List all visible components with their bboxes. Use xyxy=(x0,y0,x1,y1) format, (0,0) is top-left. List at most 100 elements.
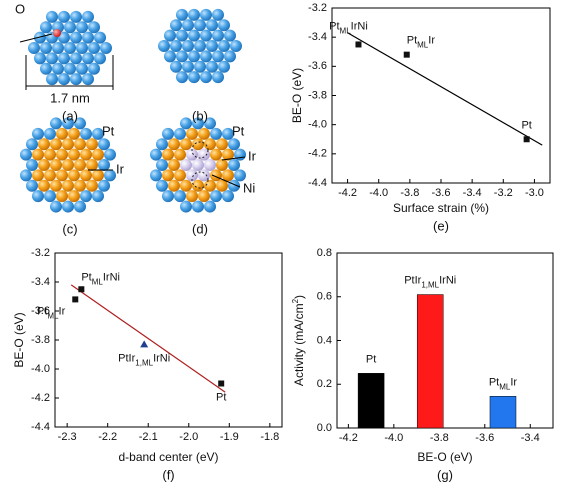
atom xyxy=(80,190,92,203)
atom xyxy=(170,40,182,52)
atom xyxy=(222,169,234,182)
atom xyxy=(32,190,44,203)
atom xyxy=(70,10,82,23)
label-part: Ir xyxy=(59,305,66,317)
atom xyxy=(210,190,222,203)
label: PtMLIr xyxy=(407,35,436,50)
atom xyxy=(104,169,116,182)
atom xyxy=(210,148,222,161)
label: PtMLIrNi xyxy=(329,20,368,35)
x-tick-label: -3.4 xyxy=(521,432,540,444)
x-tick-label: -2.2 xyxy=(98,431,117,443)
atom xyxy=(194,60,206,73)
atom xyxy=(68,148,80,161)
atom xyxy=(76,21,88,34)
atom xyxy=(20,169,32,182)
atom xyxy=(212,29,224,42)
atom xyxy=(20,148,32,161)
atom xyxy=(44,190,56,203)
dashed-ring xyxy=(191,141,209,159)
atom xyxy=(204,138,216,151)
label: PtIr1,MLIrNi xyxy=(404,274,456,289)
atom xyxy=(192,138,204,151)
label: BE-O (eV) xyxy=(12,312,26,367)
atom xyxy=(204,159,216,171)
label-part: ML xyxy=(499,382,511,391)
label-part: Ir xyxy=(428,35,435,47)
atom xyxy=(74,200,86,213)
label: BE-O (eV) xyxy=(290,68,304,123)
atom xyxy=(222,127,234,140)
atom xyxy=(68,127,80,140)
label-part: ML xyxy=(92,277,104,286)
atom xyxy=(80,169,92,182)
x-tick-label: -3.6 xyxy=(475,432,494,444)
atom xyxy=(212,8,224,21)
atom xyxy=(200,29,212,42)
label-part: ML xyxy=(340,26,352,35)
atom xyxy=(94,31,106,44)
atom xyxy=(70,73,82,86)
x-tick-label: -3.0 xyxy=(525,187,544,199)
label-part: ) xyxy=(292,295,306,299)
label-part: BE-O (eV) xyxy=(12,312,26,367)
atom xyxy=(180,159,192,171)
charts: -4.2 -4.0 -3.8 -3.6 -3.4 -3.2 -3.0 -4.4 -4.2 -4.0… xyxy=(12,2,554,482)
panel-label: (f) xyxy=(162,467,174,482)
atom xyxy=(176,29,188,42)
atom xyxy=(58,52,70,65)
atom xyxy=(176,8,188,21)
atom xyxy=(38,179,50,192)
label-part: Pt xyxy=(407,35,417,47)
label-part: Pt xyxy=(366,353,376,365)
atom xyxy=(88,21,100,34)
atom xyxy=(32,148,44,161)
y-tick-label: -3.2 xyxy=(31,247,50,259)
annotation: Pt xyxy=(232,123,245,138)
point xyxy=(78,286,85,293)
atom xyxy=(222,148,234,161)
atom xyxy=(222,190,234,203)
y-tick-label: -4.0 xyxy=(31,363,50,375)
nanoparticles xyxy=(20,8,246,213)
y-tick-label: 0.2 xyxy=(317,378,332,390)
x-tick-label: -2.1 xyxy=(139,431,158,443)
label-part: IrNi xyxy=(103,271,120,283)
atom xyxy=(188,8,200,21)
atom xyxy=(234,169,246,182)
x-axis-title: BE-O (eV) xyxy=(417,450,472,464)
atom xyxy=(198,169,210,182)
atom xyxy=(98,179,110,192)
atom xyxy=(34,31,46,44)
atom xyxy=(52,42,64,54)
atom xyxy=(62,200,74,213)
atom xyxy=(204,179,216,192)
y-tick-label: -3.6 xyxy=(308,60,327,72)
atom xyxy=(206,60,218,73)
x-tick-label: -2.0 xyxy=(179,431,198,443)
y-tick-label: 0.6 xyxy=(317,291,332,303)
x-tick-label: -3.8 xyxy=(400,187,419,199)
atom xyxy=(180,138,192,151)
atom xyxy=(88,42,100,54)
y-tick-label: -3.4 xyxy=(308,31,327,43)
atom xyxy=(104,148,116,161)
x-axis-title: Surface strain (%) xyxy=(393,201,489,215)
atom xyxy=(46,73,58,86)
label-part: PtIr xyxy=(404,274,421,286)
chart: -4.2 -4.0 -3.8 -3.6 -3.4 -3.2 -3.0 -4.4 -4.2 -4.0… xyxy=(290,2,551,233)
atom xyxy=(80,148,92,161)
label-part: Pt xyxy=(216,391,226,403)
atom xyxy=(150,169,162,182)
atom xyxy=(224,29,236,42)
atom xyxy=(64,42,76,54)
atom xyxy=(26,159,38,171)
pointer xyxy=(19,33,53,43)
chart: -2.3 -2.2 -2.1 -2.0 -1.9 -1.8 -4.4 -4.2 -4.0 -3.8… xyxy=(12,247,283,482)
atom xyxy=(168,159,180,171)
atom xyxy=(86,159,98,171)
point xyxy=(218,380,225,387)
atom xyxy=(50,179,62,192)
atom xyxy=(82,31,94,44)
